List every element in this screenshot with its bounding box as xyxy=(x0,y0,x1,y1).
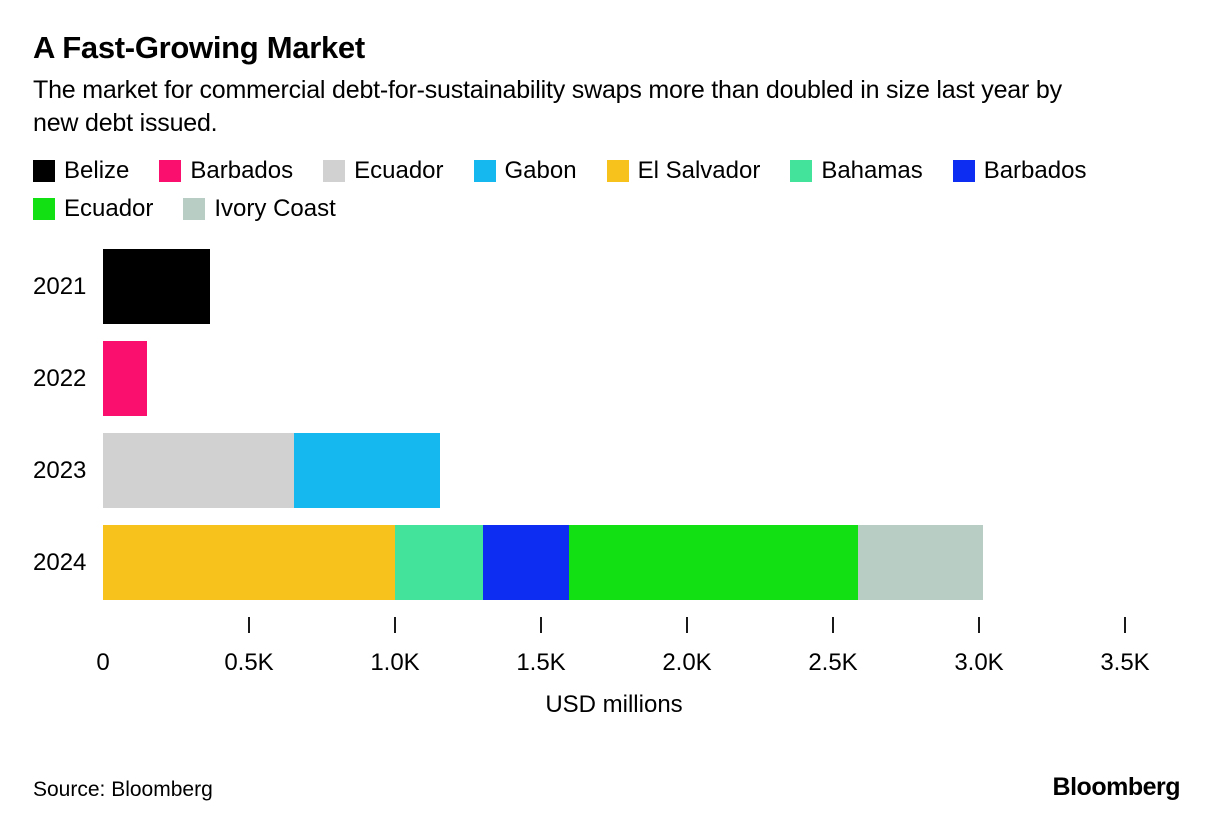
footer: Source: Bloomberg Bloomberg xyxy=(33,773,1181,802)
bar-segment-barbados xyxy=(482,525,569,600)
legend-item: Ecuador xyxy=(323,157,444,185)
bar-segment-barbados xyxy=(103,341,147,416)
bar-track xyxy=(103,341,1125,416)
bar-track xyxy=(103,525,1125,600)
bar-row: 2022 xyxy=(33,341,1180,416)
axis-tick-label: 1.0K xyxy=(370,649,420,676)
legend-swatch xyxy=(952,160,975,182)
year-label: 2022 xyxy=(33,364,87,392)
bar-chart: 2021 2022 2023 2024 0 0.5K 1.0K 1.5K 2.0K 2.5K 3.… xyxy=(33,249,1180,719)
legend-item: Bahamas xyxy=(790,157,923,185)
legend-swatch xyxy=(33,160,55,182)
legend-swatch xyxy=(159,160,182,182)
legend-label: Belize xyxy=(64,157,130,184)
year-label: 2021 xyxy=(33,272,87,300)
legend-swatch xyxy=(606,160,629,182)
axis-tick-label: 3.0K xyxy=(954,649,1004,676)
axis-tick xyxy=(686,617,688,633)
legend-label: Gabon xyxy=(504,157,577,184)
legend-item: Ecuador xyxy=(33,195,153,223)
x-axis-label: USD millions xyxy=(545,691,683,718)
legend-swatch xyxy=(790,160,813,182)
legend-item: Belize xyxy=(33,157,129,185)
bar-segment-ecuador xyxy=(103,433,295,508)
bar-segment-ecuador xyxy=(568,525,858,600)
year-label: 2024 xyxy=(33,548,87,576)
legend-item: Gabon xyxy=(473,157,577,185)
bloomberg-logo: Bloomberg xyxy=(1052,773,1181,801)
bar-track xyxy=(103,249,1125,324)
legend-swatch xyxy=(183,198,206,220)
legend-label: Ecuador xyxy=(354,157,444,184)
legend-item: Ivory Coast xyxy=(183,195,336,223)
legend-label: Bahamas xyxy=(821,157,923,184)
legend: Belize Barbados Ecuador Gabon El Salvador Bah… xyxy=(33,157,1180,223)
legend-item: El Salvador xyxy=(606,157,761,185)
bar-segment-belize xyxy=(103,249,210,324)
bar-segment-bahamas xyxy=(395,525,483,600)
bar-segment-el-salvador xyxy=(103,525,395,600)
axis-tick xyxy=(394,617,396,633)
legend-label: Ecuador xyxy=(64,195,154,222)
year-label: 2023 xyxy=(33,456,87,484)
axis-tick-label: 2.5K xyxy=(808,649,858,676)
axis-tick xyxy=(978,617,980,633)
bar-rows: 2021 2022 2023 2024 xyxy=(33,249,1180,600)
legend-item: Barbados xyxy=(952,157,1087,185)
legend-label: Barbados xyxy=(983,157,1087,184)
bar-segment-gabon xyxy=(294,433,441,508)
axis-tick-label: 1.5K xyxy=(516,649,566,676)
axis-tick-label: 0.5K xyxy=(224,649,274,676)
legend-swatch xyxy=(323,160,346,182)
axis-tick xyxy=(540,617,542,633)
bar-row: 2024 xyxy=(33,525,1180,600)
legend-swatch xyxy=(33,198,55,220)
legend-label: Ivory Coast xyxy=(214,195,336,222)
bar-row: 2023 xyxy=(33,433,1180,508)
chart-title: A Fast-Growing Market xyxy=(33,30,365,65)
legend-swatch xyxy=(473,160,496,182)
legend-item: Barbados xyxy=(159,157,293,185)
chart-subtitle: The market for commercial debt-for-susta… xyxy=(33,76,1062,137)
bar-segment-ivory-coast xyxy=(857,525,984,600)
axis-tick-label: 0 xyxy=(96,649,110,676)
axis-tick-label: 3.5K xyxy=(1100,649,1150,676)
bar-row: 2021 xyxy=(33,249,1180,324)
axis-tick xyxy=(832,617,834,633)
source-note: Source: Bloomberg xyxy=(33,778,213,801)
legend-label: El Salvador xyxy=(637,157,761,184)
axis-tick xyxy=(1124,617,1126,633)
x-axis: 0 0.5K 1.0K 1.5K 2.0K 2.5K 3.0K 3.5K xyxy=(96,617,1150,689)
bar-track xyxy=(103,433,1125,508)
axis-tick xyxy=(248,617,250,633)
axis-tick-label: 2.0K xyxy=(662,649,712,676)
legend-label: Barbados xyxy=(190,157,294,184)
